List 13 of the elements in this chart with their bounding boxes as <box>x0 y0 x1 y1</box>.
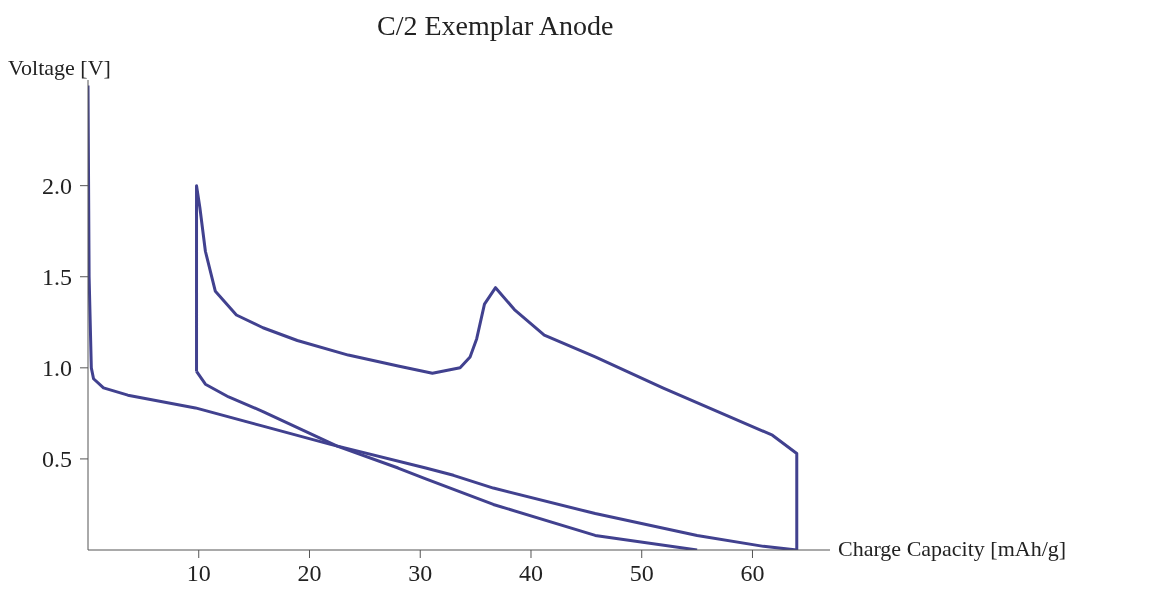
x-tick-label: 60 <box>740 560 765 587</box>
x-tick-label: 10 <box>186 560 211 587</box>
x-tick-label: 20 <box>297 560 322 587</box>
y-axis-title: Voltage [V] <box>8 55 111 81</box>
x-axis-title: Charge Capacity [mAh/g] <box>838 536 1067 562</box>
y-tick-label: 2.0 <box>42 173 72 200</box>
y-tick-label: 1.5 <box>42 264 72 291</box>
chart-title: C/2 Exemplar Anode <box>377 10 614 42</box>
x-tick-label: 50 <box>629 560 654 587</box>
y-tick-label: 1.0 <box>42 355 72 382</box>
y-tick-label: 0.5 <box>42 446 72 473</box>
x-tick-label: 40 <box>518 560 543 587</box>
x-tick-label: 30 <box>408 560 433 587</box>
